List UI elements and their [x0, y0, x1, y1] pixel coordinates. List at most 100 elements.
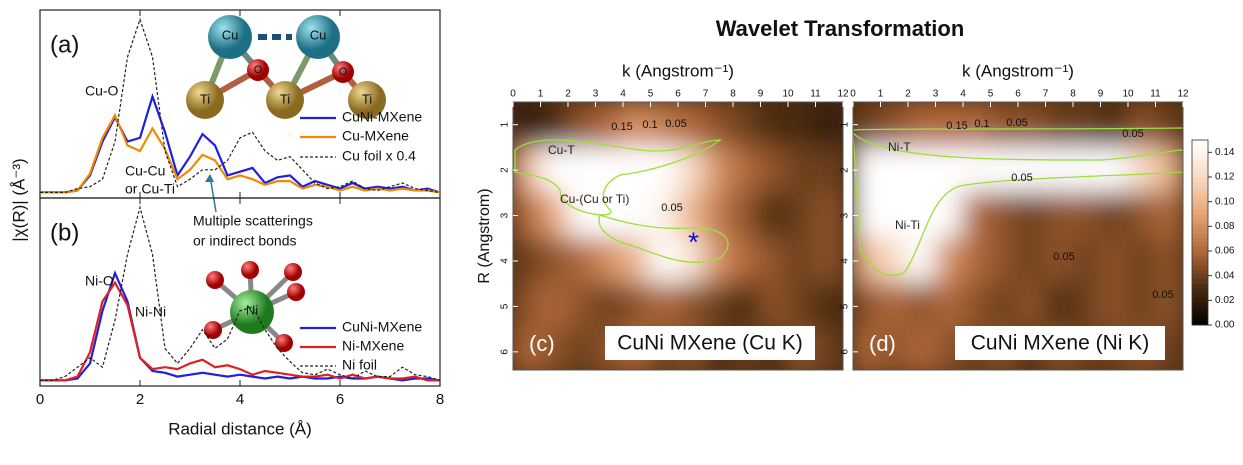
x-tick-label: 8 — [730, 89, 736, 100]
heatmap-cell — [880, 283, 910, 330]
annotation-arrow-head — [205, 174, 214, 182]
heatmap-cell — [1100, 101, 1130, 148]
heatmap-cell — [1072, 192, 1102, 239]
heatmap-cell — [990, 146, 1020, 193]
heatmap-cell — [760, 192, 790, 239]
heatmap-cell — [1017, 283, 1047, 330]
x-tick-label: 3 — [933, 89, 939, 100]
annotation: Ni-Ti — [895, 218, 920, 232]
x-tick-label: 4 — [236, 391, 244, 408]
colorbar-segment — [1192, 219, 1208, 224]
colorbar-segment — [1192, 251, 1208, 256]
atom-label: Ti — [280, 91, 290, 106]
heatmap-cell — [935, 237, 965, 284]
colorbar-segment — [1192, 242, 1208, 247]
colorbar-segment — [1192, 233, 1208, 238]
heatmap-cell — [1100, 283, 1130, 330]
contour-label: 0.05 — [1006, 117, 1027, 129]
colorbar-segment — [1192, 265, 1208, 270]
heatmap-cell — [595, 146, 625, 193]
atom-label: Cu — [222, 27, 239, 42]
heatmap-cell — [1155, 237, 1185, 284]
heatmap-cell — [1100, 237, 1130, 284]
heatmap-cell — [540, 283, 570, 330]
heatmap-cell — [935, 192, 965, 239]
colorbar-segment — [1192, 154, 1208, 159]
heatmap-cell — [787, 283, 817, 330]
y-tick-label: 1 — [840, 121, 851, 127]
y-tick-label: 2 — [840, 167, 851, 173]
colorbar-tick-label: 0.02 — [1215, 295, 1235, 306]
legend-label: Cu-MXene — [342, 128, 409, 144]
figure: Wavelet Transformation |χ(R)| (Å⁻³) Cu C… — [0, 0, 1243, 465]
heatmap-cell — [1155, 101, 1185, 148]
panel-label: (b) — [50, 219, 79, 246]
colorbar-segment — [1192, 200, 1208, 205]
heatmap-cell — [962, 192, 992, 239]
heatmap-cell — [732, 146, 762, 193]
legend-label: CuNi-MXene — [342, 109, 422, 125]
colorbar-segment — [1192, 302, 1208, 307]
colorbar-segment — [1192, 205, 1208, 210]
colorbar-segment — [1192, 168, 1208, 173]
colorbar-segment — [1192, 172, 1208, 177]
heatmap-cell — [705, 146, 735, 193]
annotation: Ni-Ni — [135, 304, 166, 320]
annotation: Cu-(Cu or Ti) — [560, 192, 629, 206]
y-tick-label: 5 — [500, 303, 511, 309]
heatmap-cell — [760, 283, 790, 330]
x-tick-label: 4 — [960, 89, 966, 100]
heatmap-cell — [1100, 146, 1130, 193]
colorbar-tick-label: 0.00 — [1215, 320, 1235, 331]
x-tick-label: 6 — [336, 391, 344, 408]
y-tick-label: 2 — [500, 167, 511, 173]
y-tick-label: 5 — [840, 303, 851, 309]
y-tick-label: 3 — [500, 212, 511, 218]
colorbar-segment — [1192, 196, 1208, 201]
heatmap-cell — [962, 283, 992, 330]
colorbar-segment — [1192, 237, 1208, 242]
contour-label: 0.15 — [946, 120, 967, 132]
heatmap-cell — [787, 101, 817, 148]
heatmap-cell — [1127, 192, 1157, 239]
legend-label: Cu foil x 0.4 — [342, 148, 416, 164]
heatmap-cell — [677, 146, 707, 193]
legend-label: Ni foil — [342, 357, 377, 373]
heatmap-cell — [650, 237, 680, 284]
x-tick-label: 8 — [436, 391, 444, 408]
atom-label: O — [254, 64, 263, 76]
panel-title: CuNi MXene (Cu K) — [617, 332, 803, 355]
heatmap-cell — [1045, 146, 1075, 193]
heatmap-cell — [990, 283, 1020, 330]
heatmap-cell — [567, 328, 597, 375]
annotation: or indirect bonds — [193, 233, 297, 249]
colorbar-segment — [1192, 283, 1208, 288]
heatmap-cell — [650, 146, 680, 193]
panel-label: (d) — [869, 331, 896, 356]
heatmap-cell — [880, 237, 910, 284]
colorbar-segment — [1192, 214, 1208, 219]
y-tick-label: 1 — [500, 121, 511, 127]
x-tick-label: 1 — [538, 89, 544, 100]
heatmap-cell — [907, 283, 937, 330]
heatmap-cell — [760, 237, 790, 284]
panel-label: (c) — [529, 331, 555, 356]
heatmap-cell — [1072, 237, 1102, 284]
annotation: Multiple scatterings — [193, 213, 313, 229]
contour-label: 0.1 — [642, 119, 657, 131]
x-tick-label: 12 — [837, 89, 849, 100]
heatmap-cell — [787, 237, 817, 284]
heatmap-cell — [540, 237, 570, 284]
x-tick-label: 7 — [1043, 89, 1049, 100]
colorbar-segment — [1192, 149, 1208, 154]
y-tick-label: 4 — [840, 258, 851, 264]
x-tick-label: 5 — [988, 89, 994, 100]
annotation: Cu-Cu — [125, 163, 165, 179]
colorbar-segment — [1192, 297, 1208, 302]
heatmap-cell — [962, 237, 992, 284]
y-tick-label: 6 — [840, 349, 851, 355]
colorbar-segment — [1192, 140, 1208, 145]
annotation: or Cu-Ti — [125, 181, 175, 197]
colorbar-segment — [1192, 256, 1208, 261]
colorbar-segment — [1192, 177, 1208, 182]
